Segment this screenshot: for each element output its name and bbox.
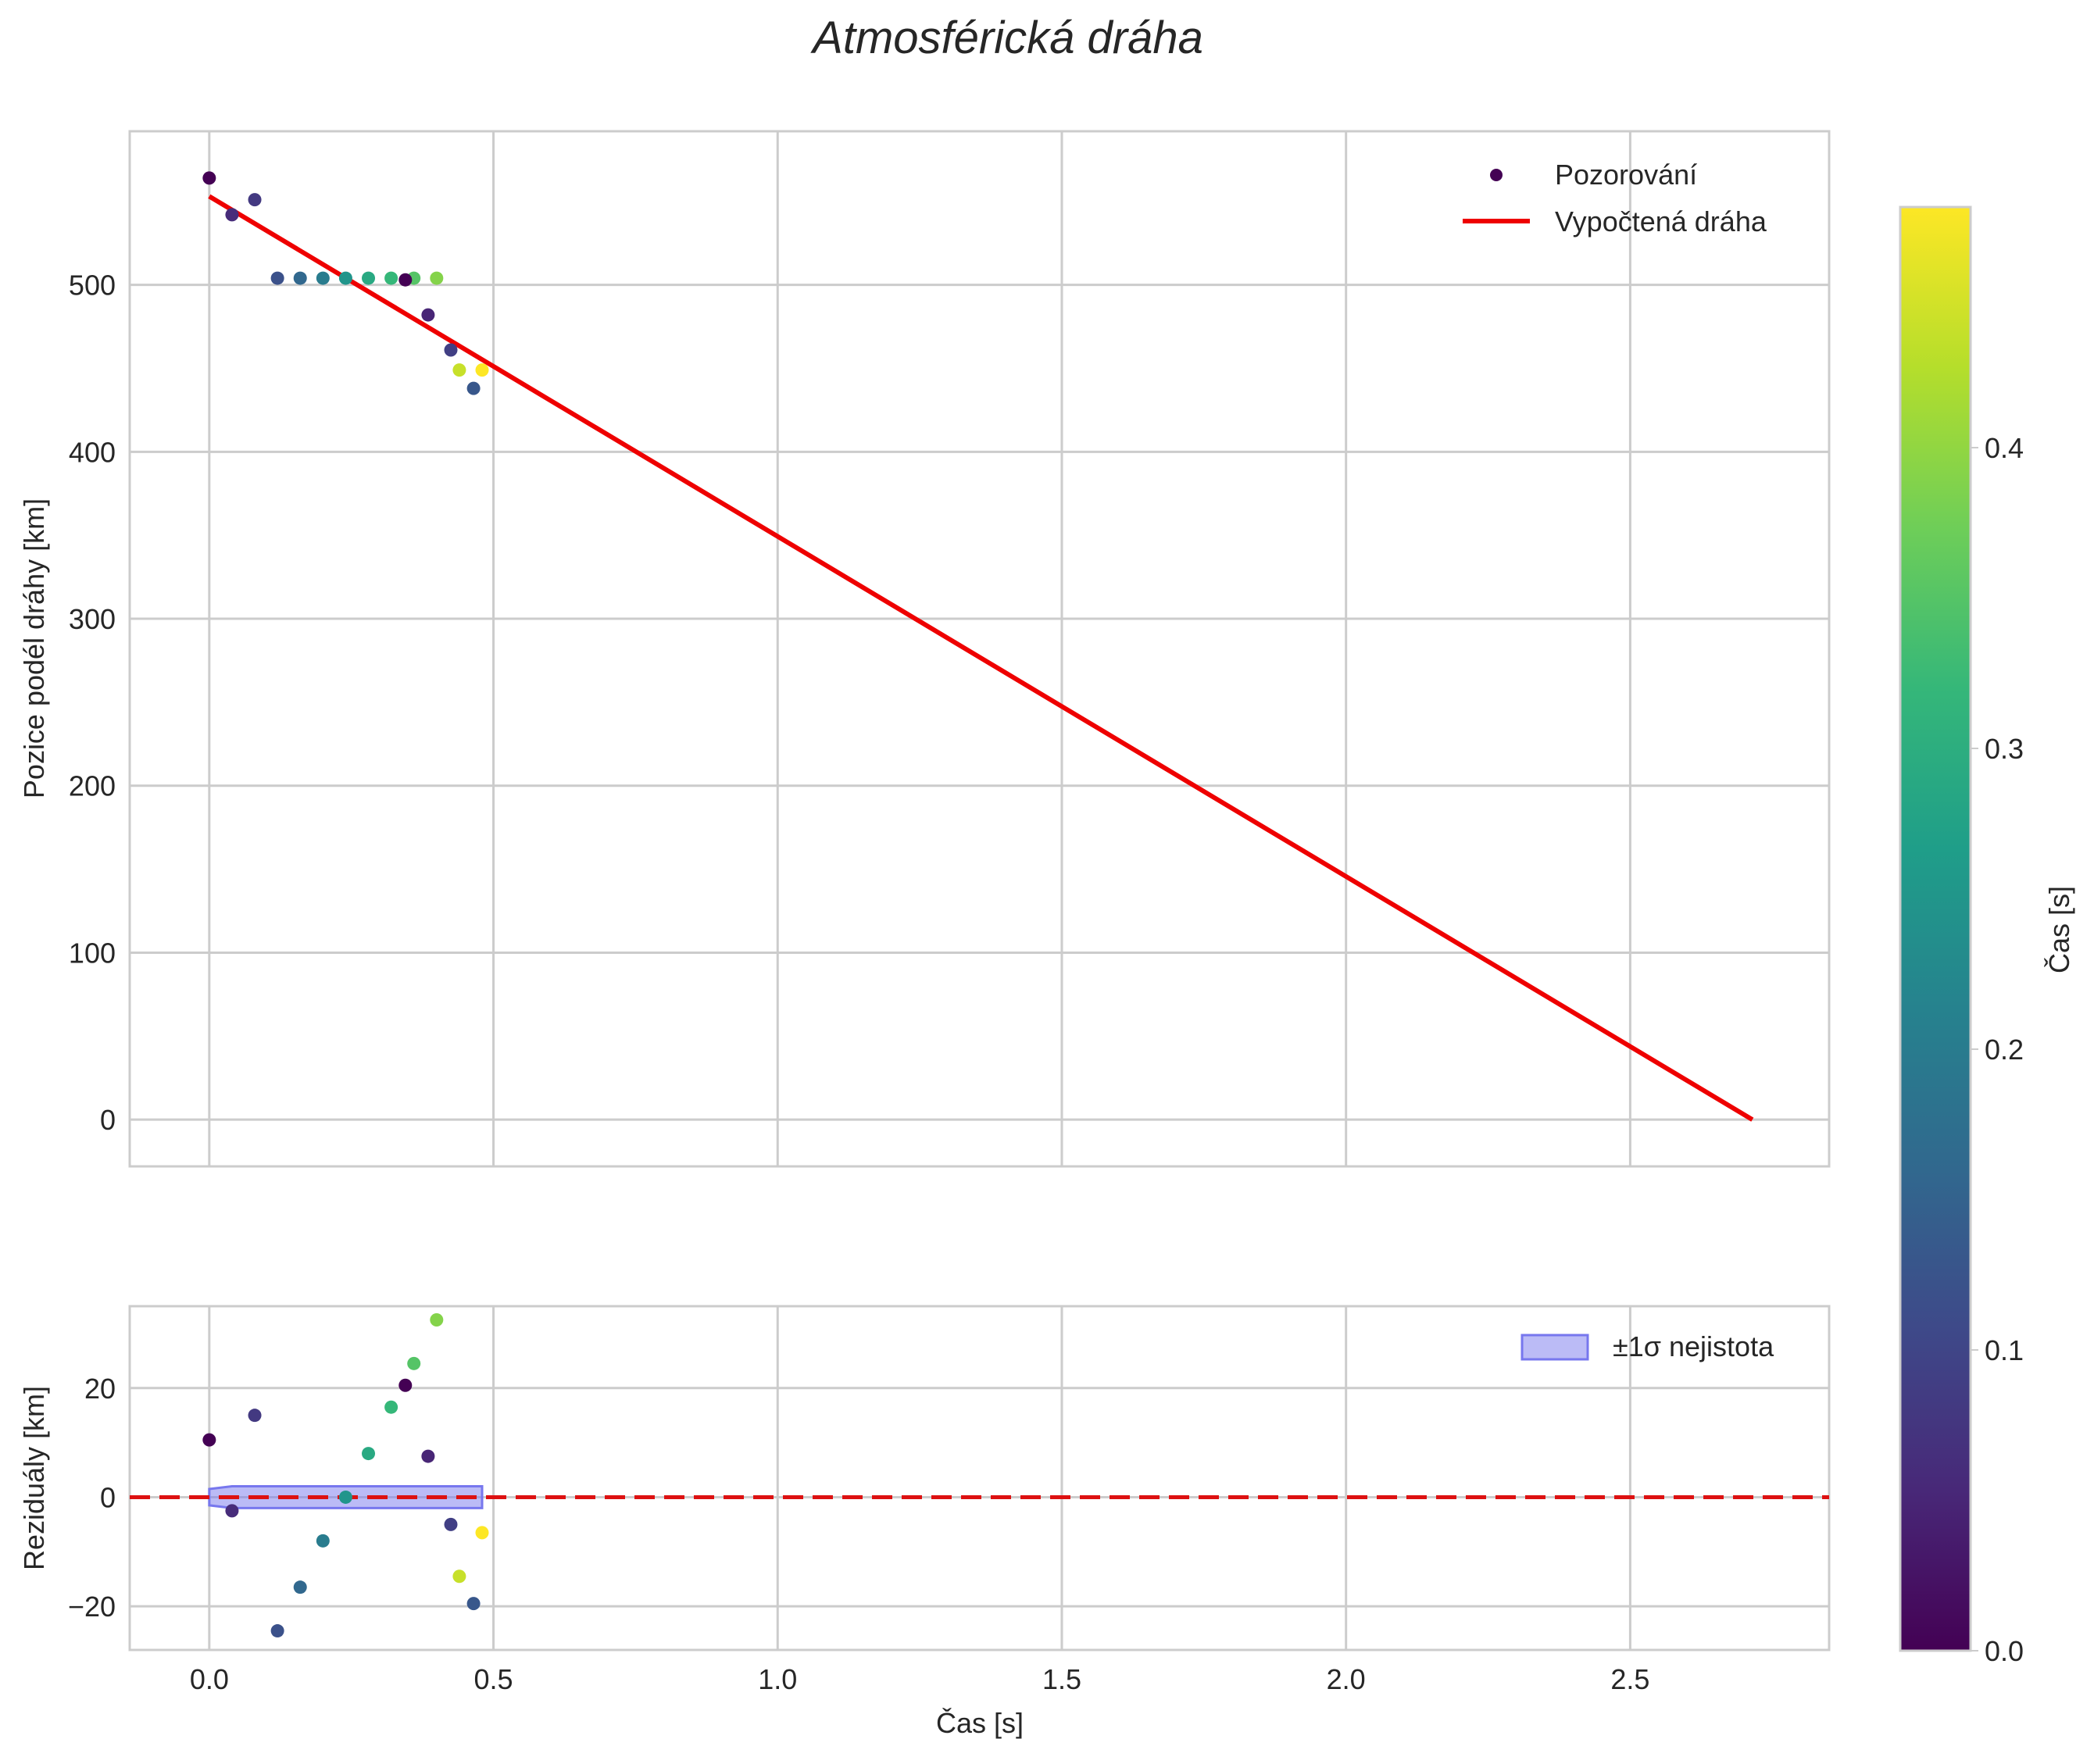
legend-observation-marker xyxy=(1490,169,1503,181)
colorbar-tick-label: 0.1 xyxy=(1985,1334,2024,1366)
legend-observation-label: Pozorování xyxy=(1555,159,1697,191)
residual-point xyxy=(475,1526,489,1540)
residual-point xyxy=(444,1517,458,1531)
residual-point xyxy=(225,1504,239,1518)
residual-point xyxy=(202,1433,216,1447)
colorbar-label: Čas [s] xyxy=(2043,886,2075,973)
top-y-tick-label: 400 xyxy=(69,436,116,468)
fit-line xyxy=(208,194,1754,1122)
bottom-y-tick-label: 0 xyxy=(100,1481,116,1513)
colorbar-tick-label: 0.2 xyxy=(1985,1034,2024,1066)
observation-point xyxy=(293,271,307,285)
top-legend: Pozorování Vypočtená dráha xyxy=(1463,159,1767,237)
observation-point xyxy=(430,271,444,285)
observation-point xyxy=(398,273,413,287)
top-y-tick-label: 500 xyxy=(69,270,116,302)
residual-point xyxy=(362,1447,376,1461)
bottom-y-axis-label: Reziduály [km] xyxy=(18,1386,50,1570)
top-y-tick-label: 300 xyxy=(69,603,116,635)
x-tick-label: 1.0 xyxy=(758,1663,797,1695)
residual-point xyxy=(384,1400,398,1414)
observation-point xyxy=(466,381,481,395)
observation-point xyxy=(270,271,284,285)
bottom-y-tick-label: −20 xyxy=(68,1591,116,1623)
legend-uncertainty-label: ±1σ nejistota xyxy=(1613,1330,1774,1362)
observation-point xyxy=(452,363,466,377)
legend-uncertainty-swatch xyxy=(1520,1334,1589,1361)
observation-points xyxy=(202,171,489,395)
residual-point xyxy=(452,1569,466,1584)
residual-point xyxy=(316,1534,330,1548)
bottom-legend: ±1σ nejistota xyxy=(1520,1330,1774,1362)
x-tick-label: 0.0 xyxy=(190,1663,229,1695)
top-y-tick-labels: 0 100 200 300 400 500 xyxy=(69,270,116,1137)
observation-point xyxy=(225,208,239,222)
colorbar-tick-labels: 0.0 0.1 0.2 0.3 0.4 xyxy=(1971,432,2024,1667)
residual-point xyxy=(407,1356,421,1370)
residual-point xyxy=(430,1312,444,1327)
top-grid xyxy=(130,131,1829,1166)
residual-point xyxy=(270,1624,284,1638)
observation-point xyxy=(316,271,330,285)
x-tick-labels: 0.0 0.5 1.0 1.5 2.0 2.5 xyxy=(190,1663,1650,1695)
x-tick-label: 2.0 xyxy=(1327,1663,1366,1695)
x-tick-label: 2.5 xyxy=(1610,1663,1649,1695)
residual-point xyxy=(338,1490,352,1504)
observation-point xyxy=(338,271,352,285)
colorbar xyxy=(1899,205,1972,1652)
observation-point xyxy=(475,363,489,377)
bottom-plot-frame xyxy=(128,1305,1831,1652)
residual-point xyxy=(421,1449,435,1463)
colorbar-tick-label: 0.4 xyxy=(1985,432,2024,464)
x-axis-label: Čas [s] xyxy=(936,1707,1024,1739)
residual-points xyxy=(202,1312,489,1638)
colorbar-tick-label: 0.3 xyxy=(1985,733,2024,765)
colorbar-tick-label: 0.0 xyxy=(1985,1635,2024,1667)
observation-point xyxy=(248,193,262,207)
observation-point xyxy=(421,308,435,322)
bottom-y-tick-label: 20 xyxy=(84,1373,116,1405)
residual-point xyxy=(466,1597,481,1611)
x-tick-label: 0.5 xyxy=(474,1663,513,1695)
top-y-tick-label: 0 xyxy=(100,1104,116,1136)
top-plot-frame xyxy=(128,130,1831,1168)
observation-point xyxy=(202,171,216,185)
legend-fit-label: Vypočtená dráha xyxy=(1555,205,1767,237)
residual-point xyxy=(248,1409,262,1423)
top-y-axis-label: Pozice podél dráhy [km] xyxy=(18,498,50,798)
observation-point xyxy=(444,343,458,357)
top-y-tick-label: 200 xyxy=(69,770,116,802)
bottom-y-tick-labels: −20 0 20 xyxy=(68,1373,116,1623)
x-tick-label: 1.5 xyxy=(1042,1663,1081,1695)
residual-point xyxy=(293,1580,307,1594)
observation-point xyxy=(362,271,376,285)
observation-point xyxy=(384,271,398,285)
top-y-tick-label: 100 xyxy=(69,937,116,969)
chart-title: Atmosférická dráha xyxy=(810,12,1203,63)
residual-point xyxy=(398,1378,413,1392)
